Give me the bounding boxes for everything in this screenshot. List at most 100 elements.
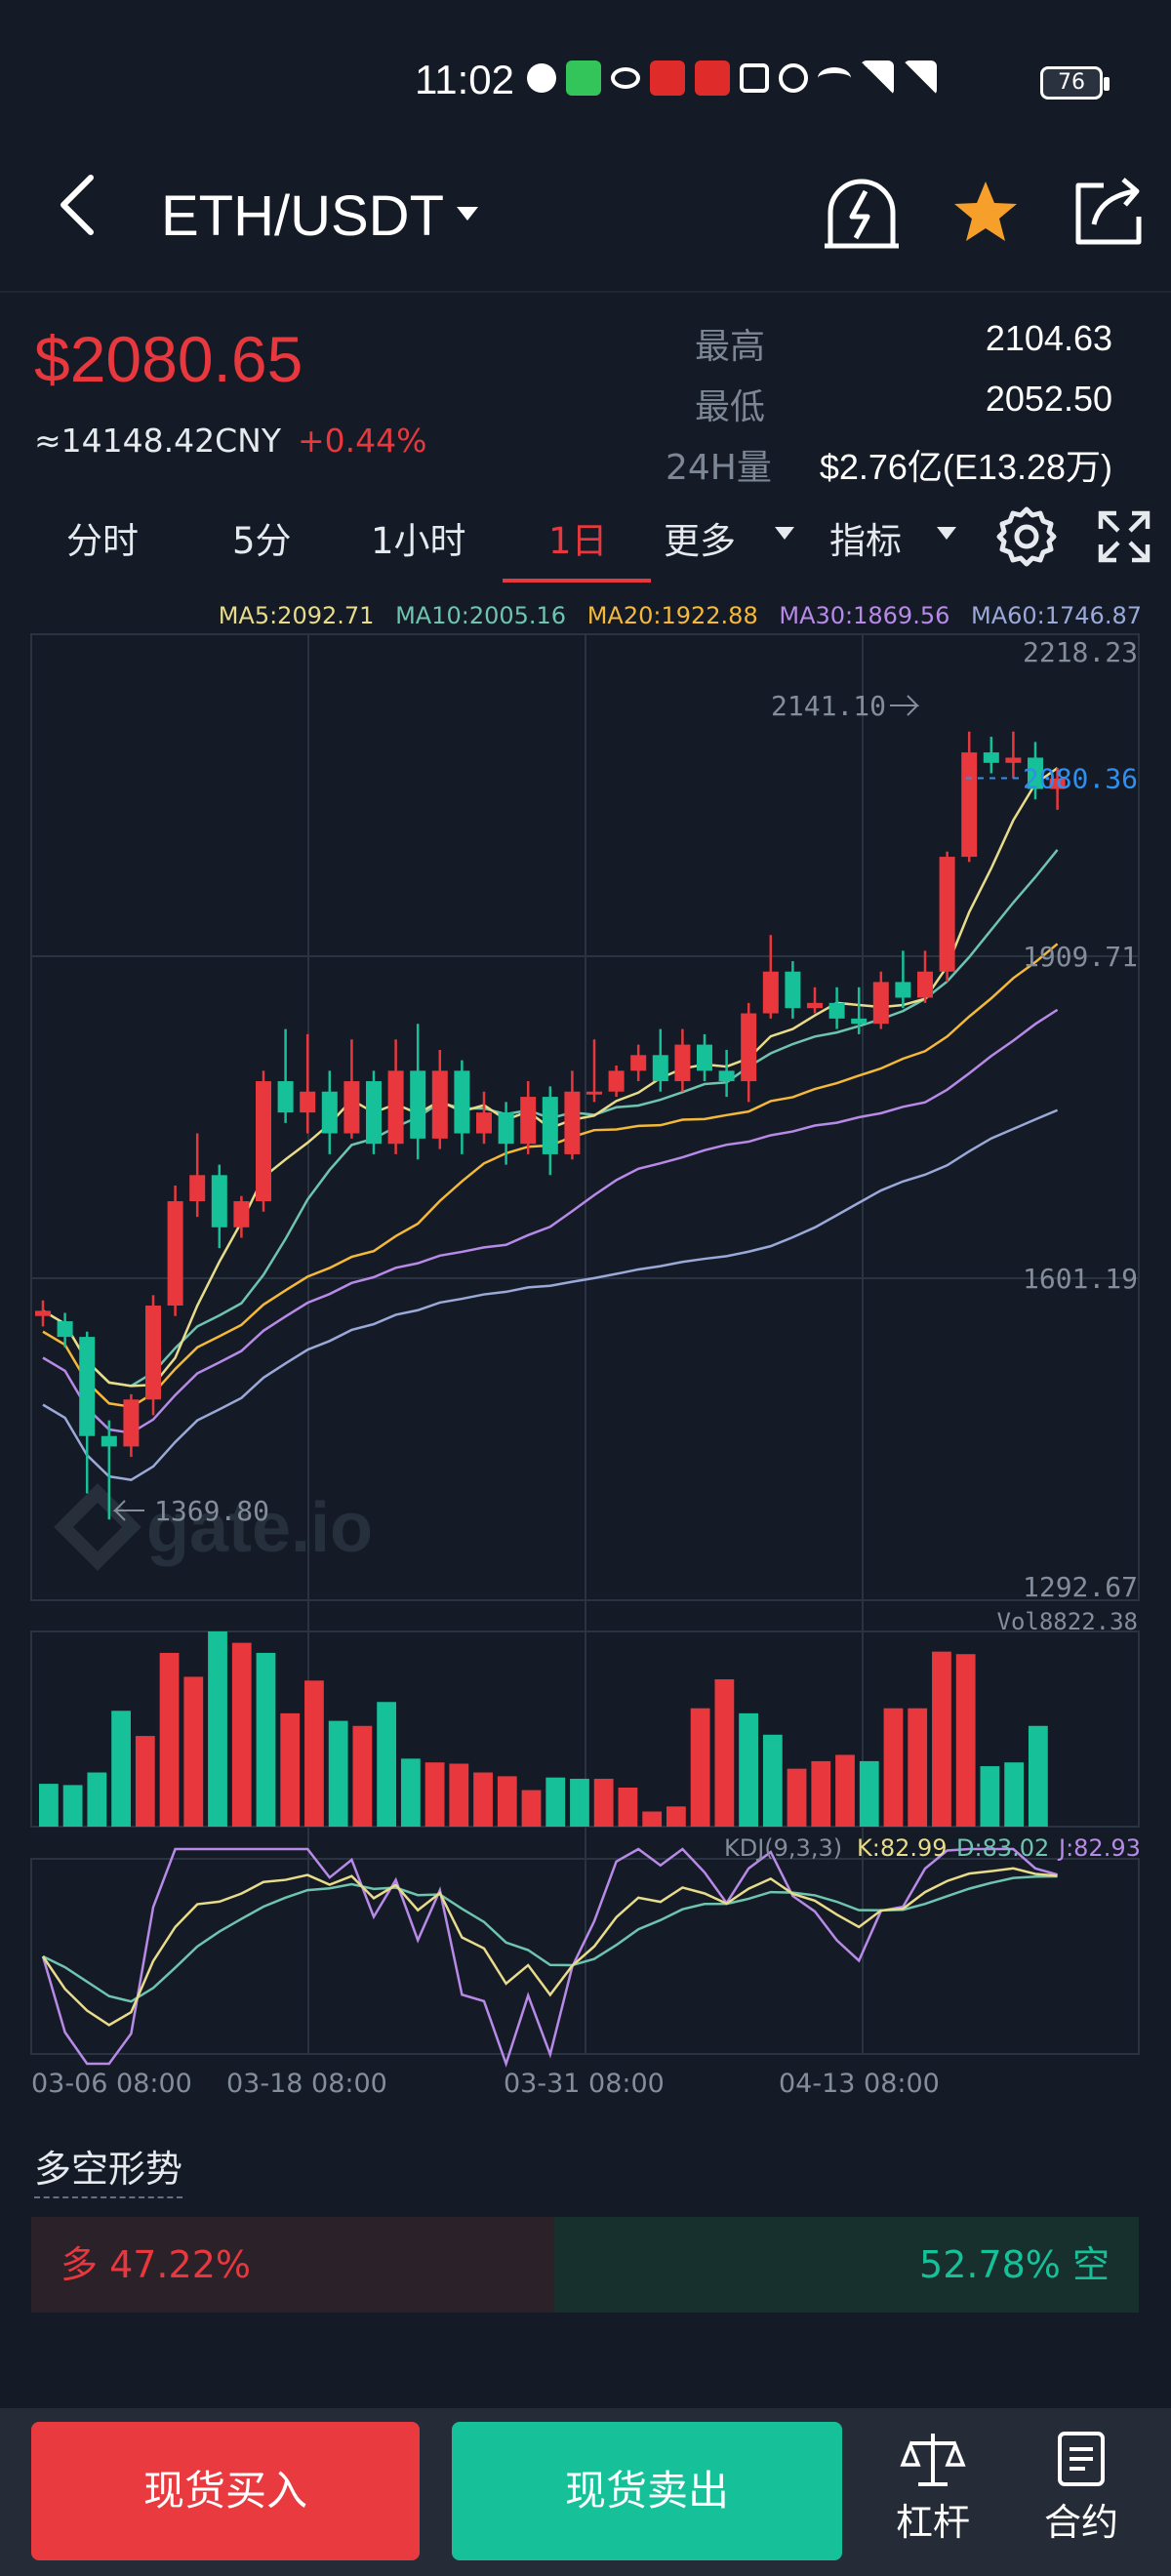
volume-bar	[714, 1679, 735, 1827]
volume-bar	[183, 1676, 204, 1827]
candle-body	[300, 1091, 316, 1113]
wifi-icon	[818, 67, 851, 89]
candle-body	[1005, 757, 1022, 763]
candle-body	[983, 752, 999, 763]
volume-bar	[39, 1784, 59, 1827]
volume-bar	[739, 1712, 758, 1827]
candle-body	[476, 1112, 492, 1134]
candle-body	[57, 1321, 73, 1338]
volume-bar	[883, 1708, 904, 1827]
low-value: 2052.50	[985, 379, 1112, 419]
candle-body	[741, 1013, 757, 1082]
short-ratio: 52.78% 空	[553, 2217, 1139, 2313]
longshort-title[interactable]: 多空形势	[34, 2139, 183, 2198]
high-value: 2104.63	[985, 318, 1112, 358]
volume-bar	[1028, 1725, 1048, 1827]
x-tick-label: 03-06 08:00	[31, 2069, 192, 2099]
volume-bar	[449, 1763, 469, 1827]
spot-buy-button[interactable]: 现货买入	[31, 2422, 420, 2560]
tab-1hour[interactable]: 1小时	[371, 520, 466, 562]
kdj-legend-label: J:82.93	[1057, 1834, 1141, 1862]
tab-1day[interactable]: 1日	[548, 520, 608, 562]
candle-body	[961, 752, 978, 858]
arrow-left-icon	[112, 1500, 144, 1521]
volume-bar	[859, 1760, 879, 1827]
leverage-button[interactable]: 杠杆	[874, 2430, 991, 2546]
axis-labels: 2218.23 1909.71 1601.19 1292.67 2080.36 2141.…	[31, 636, 1141, 2099]
chevron-down-icon[interactable]	[775, 527, 794, 540]
volume-bar	[497, 1776, 517, 1827]
ma-legend: MA5:2092.71 MA10:2005.16 MA20:1922.88 MA…	[0, 602, 1142, 631]
candle-body	[630, 1055, 647, 1071]
fullscreen-icon[interactable]	[1097, 509, 1151, 564]
candle-body	[520, 1097, 537, 1145]
chevron-down-icon[interactable]	[937, 527, 956, 540]
star-icon[interactable]	[947, 174, 1025, 252]
candle-body	[785, 971, 801, 1009]
leverage-label: 杠杆	[895, 2501, 970, 2544]
contract-label: 合约	[1043, 2501, 1118, 2544]
volume-bar	[62, 1785, 83, 1827]
longshort-bar: 多 47.22% 52.78% 空	[31, 2217, 1139, 2313]
cny-price: ≈14148.42CNY	[34, 422, 281, 460]
kdj-legend-label: K:82.99	[857, 1834, 948, 1862]
volume-bar	[545, 1777, 566, 1827]
candle-body	[586, 1091, 602, 1095]
tab-indicators[interactable]: 指标	[829, 520, 902, 562]
tab-5min[interactable]: 5分	[232, 520, 292, 562]
ma60-line	[42, 1108, 1059, 1481]
last-price-label: 2080.36	[1023, 762, 1138, 794]
kline-chart[interactable]: gate.io 2218.23 1909.71 1601.19 1292.67 2080…	[0, 624, 1171, 2117]
candle-body	[939, 857, 955, 972]
alert-bell-icon[interactable]	[823, 174, 901, 252]
candle-body	[145, 1306, 161, 1400]
chevron-down-icon[interactable]	[457, 207, 478, 221]
back-icon[interactable]	[54, 174, 101, 236]
signal-icon	[861, 60, 894, 96]
kdj-lines	[41, 1847, 1058, 2068]
volume-bar	[87, 1772, 107, 1827]
volume-bar	[932, 1651, 951, 1827]
volume-bar	[570, 1778, 589, 1827]
candle-body	[189, 1175, 206, 1202]
candle-body	[277, 1081, 294, 1113]
x-tick-label: 03-18 08:00	[226, 2069, 387, 2099]
pair-title[interactable]: ETH/USDT	[161, 184, 444, 248]
settings-icon[interactable]	[995, 505, 1058, 568]
candle-body	[1028, 757, 1043, 789]
contract-button[interactable]: 合约	[1023, 2430, 1140, 2546]
app-icon	[695, 60, 730, 96]
candle-body	[895, 982, 911, 998]
tab-more[interactable]: 更多	[664, 520, 736, 562]
candle-body	[762, 971, 779, 1014]
volume-bar	[593, 1778, 614, 1827]
candle-body	[321, 1091, 338, 1134]
kdj-j-line	[41, 1847, 1058, 2068]
vol24-label: 24H量	[666, 448, 772, 488]
tab-timeline[interactable]: 分时	[66, 520, 139, 562]
x-tick-label: 03-31 08:00	[504, 2069, 665, 2099]
ma30-line	[42, 1008, 1059, 1434]
volume-bar	[835, 1754, 855, 1827]
volume-bar	[424, 1762, 445, 1827]
volume-bar	[666, 1806, 686, 1827]
candle-body	[718, 1070, 735, 1082]
low-label: 最低	[695, 387, 766, 427]
volume-bar	[304, 1680, 324, 1827]
max-price-label: 2141.10	[771, 690, 886, 722]
share-icon[interactable]	[1070, 174, 1149, 252]
alarm-icon	[779, 63, 808, 93]
x-tick-label: 04-13 08:00	[779, 2069, 940, 2099]
candle-body	[387, 1070, 404, 1145]
volume-bar	[618, 1788, 638, 1827]
spot-sell-button[interactable]: 现货卖出	[452, 2422, 842, 2560]
volume-bar	[1004, 1762, 1025, 1827]
candle-body	[123, 1399, 140, 1447]
candle-body	[454, 1070, 470, 1134]
volume-bar	[521, 1790, 542, 1827]
volume-bar	[980, 1766, 1000, 1827]
status-time: 11:02	[415, 57, 514, 102]
long-ratio: 多 47.22%	[31, 2217, 554, 2313]
candle-body	[674, 1044, 691, 1082]
y-tick-label: 2218.23	[1023, 636, 1138, 668]
